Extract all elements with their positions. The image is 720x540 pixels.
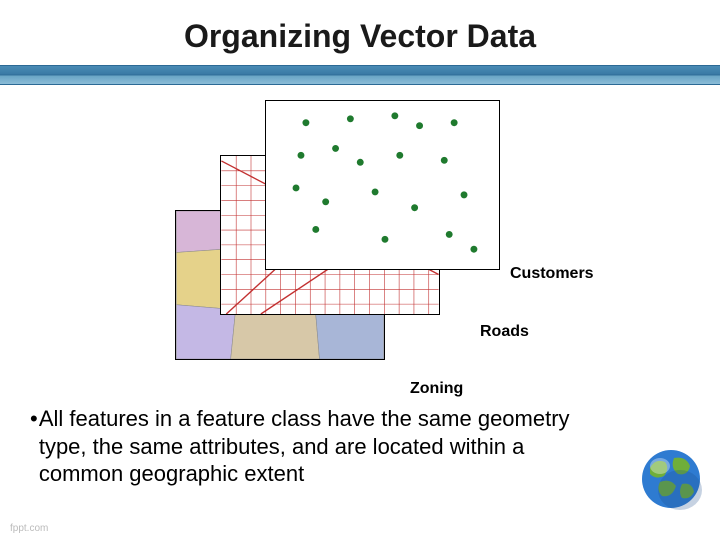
- title-area: Organizing Vector Data: [0, 0, 720, 65]
- bullet-text: • All features in a feature class have t…: [30, 405, 610, 488]
- footer-credit: fppt.com: [10, 523, 48, 534]
- layer-customers: [265, 100, 500, 270]
- page-title: Organizing Vector Data: [0, 18, 720, 55]
- layers-diagram: Zoning Roads Customers: [0, 85, 720, 385]
- layer-label-zoning: Zoning: [410, 380, 463, 398]
- bullet-dot: •: [30, 405, 39, 488]
- layer-label-roads: Roads: [480, 323, 529, 341]
- divider-bar: [0, 65, 720, 85]
- layer-label-customers: Customers: [510, 265, 594, 283]
- customers-points: [266, 101, 499, 269]
- bullet-content: All features in a feature class have the…: [39, 405, 610, 488]
- globe-icon: [640, 448, 702, 510]
